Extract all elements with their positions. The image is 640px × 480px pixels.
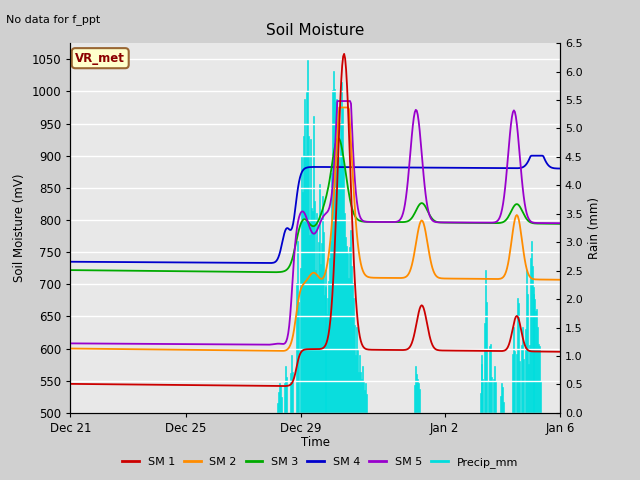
Text: No data for f_ppt: No data for f_ppt [6, 14, 100, 25]
Title: Soil Moisture: Soil Moisture [266, 23, 364, 38]
Y-axis label: Rain (mm): Rain (mm) [588, 197, 601, 259]
Text: VR_met: VR_met [76, 52, 125, 65]
Y-axis label: Soil Moisture (mV): Soil Moisture (mV) [13, 174, 26, 282]
Legend: SM 1, SM 2, SM 3, SM 4, SM 5, Precip_mm: SM 1, SM 2, SM 3, SM 4, SM 5, Precip_mm [118, 452, 522, 472]
X-axis label: Time: Time [301, 436, 330, 449]
